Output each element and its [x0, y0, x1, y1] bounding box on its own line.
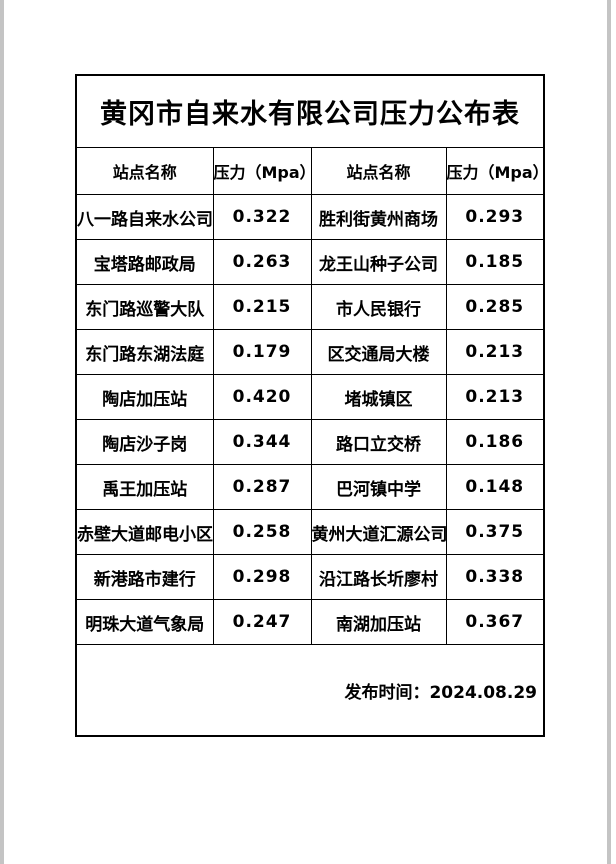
- column-header-pressure-left: 压力（Mpa）: [212, 147, 312, 195]
- pressure-value-cell: 0.213: [445, 329, 545, 375]
- station-name-cell: 赤壁大道邮电小区: [75, 509, 214, 555]
- pressure-value-cell: 0.285: [445, 284, 545, 330]
- publish-date: 2024.08.29: [429, 682, 537, 703]
- pressure-value-cell: 0.293: [445, 194, 545, 240]
- title-row: 黄冈市自来水有限公司压力公布表: [75, 74, 545, 148]
- pressure-value-cell: 0.420: [212, 374, 312, 420]
- station-name-cell: 宝塔路邮政局: [75, 239, 214, 285]
- station-name-cell: 南湖加压站: [310, 599, 447, 645]
- table-row: 新港路市建行 0.298 沿江路长圻廖村 0.338: [75, 554, 545, 600]
- pressure-value-cell: 0.298: [212, 554, 312, 600]
- pressure-value-cell: 0.258: [212, 509, 312, 555]
- pressure-table: 黄冈市自来水有限公司压力公布表 站点名称 压力（Mpa） 站点名称 压力（Mpa…: [75, 74, 545, 737]
- station-name-cell: 黄州大道汇源公司: [310, 509, 447, 555]
- station-name-cell: 龙王山种子公司: [310, 239, 447, 285]
- station-name-cell: 区交通局大楼: [310, 329, 447, 375]
- pressure-value-cell: 0.186: [445, 419, 545, 465]
- publish-time-label: 发布时间：: [344, 682, 430, 703]
- pressure-value-cell: 0.213: [445, 374, 545, 420]
- table-row: 明珠大道气象局 0.247 南湖加压站 0.367: [75, 599, 545, 645]
- table-row: 陶店沙子岗 0.344 路口立交桥 0.186: [75, 419, 545, 465]
- station-name-cell: 八一路自来水公司: [75, 194, 214, 240]
- page-edge-left: [0, 0, 4, 864]
- table-row: 宝塔路邮政局 0.263 龙王山种子公司 0.185: [75, 239, 545, 285]
- pressure-value-cell: 0.247: [212, 599, 312, 645]
- publish-time-cell: 发布时间：2024.08.29: [75, 644, 545, 737]
- pressure-value-cell: 0.344: [212, 419, 312, 465]
- station-name-cell: 沿江路长圻廖村: [310, 554, 447, 600]
- document-page: 黄冈市自来水有限公司压力公布表 站点名称 压力（Mpa） 站点名称 压力（Mpa…: [4, 0, 607, 864]
- station-name-cell: 陶店沙子岗: [75, 419, 214, 465]
- pressure-value-cell: 0.215: [212, 284, 312, 330]
- footer-row: 发布时间：2024.08.29: [75, 644, 545, 737]
- station-name-cell: 市人民银行: [310, 284, 447, 330]
- station-name-cell: 东门路巡警大队: [75, 284, 214, 330]
- pressure-value-cell: 0.367: [445, 599, 545, 645]
- station-name-cell: 东门路东湖法庭: [75, 329, 214, 375]
- pressure-value-cell: 0.338: [445, 554, 545, 600]
- pressure-value-cell: 0.179: [212, 329, 312, 375]
- table-row: 八一路自来水公司 0.322 胜利街黄州商场 0.293: [75, 194, 545, 240]
- station-name-cell: 胜利街黄州商场: [310, 194, 447, 240]
- column-header-station-right: 站点名称: [310, 147, 447, 195]
- pressure-value-cell: 0.287: [212, 464, 312, 510]
- column-header-pressure-right: 压力（Mpa）: [445, 147, 545, 195]
- station-name-cell: 明珠大道气象局: [75, 599, 214, 645]
- table-row: 禹王加压站 0.287 巴河镇中学 0.148: [75, 464, 545, 510]
- station-name-cell: 禹王加压站: [75, 464, 214, 510]
- header-row: 站点名称 压力（Mpa） 站点名称 压力（Mpa）: [75, 147, 545, 195]
- column-header-station-left: 站点名称: [75, 147, 214, 195]
- pressure-value-cell: 0.322: [212, 194, 312, 240]
- station-name-cell: 巴河镇中学: [310, 464, 447, 510]
- station-name-cell: 路口立交桥: [310, 419, 447, 465]
- pressure-value-cell: 0.263: [212, 239, 312, 285]
- table-title: 黄冈市自来水有限公司压力公布表: [75, 74, 545, 148]
- table-row: 东门路巡警大队 0.215 市人民银行 0.285: [75, 284, 545, 330]
- pressure-value-cell: 0.185: [445, 239, 545, 285]
- station-name-cell: 陶店加压站: [75, 374, 214, 420]
- pressure-value-cell: 0.375: [445, 509, 545, 555]
- station-name-cell: 堵城镇区: [310, 374, 447, 420]
- pressure-value-cell: 0.148: [445, 464, 545, 510]
- table-row: 东门路东湖法庭 0.179 区交通局大楼 0.213: [75, 329, 545, 375]
- table-row: 陶店加压站 0.420 堵城镇区 0.213: [75, 374, 545, 420]
- page-edge-right: [607, 0, 611, 864]
- table-row: 赤壁大道邮电小区 0.258 黄州大道汇源公司 0.375: [75, 509, 545, 555]
- station-name-cell: 新港路市建行: [75, 554, 214, 600]
